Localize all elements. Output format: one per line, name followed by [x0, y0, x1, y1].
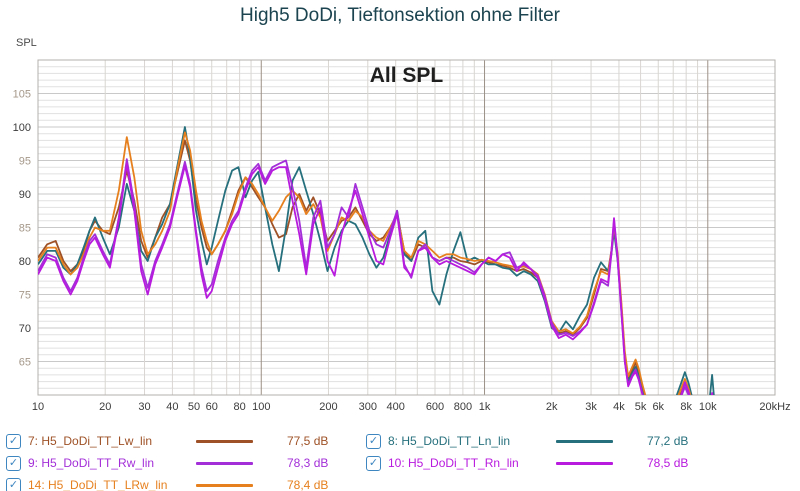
checkbox-check-icon: ✓ — [368, 434, 379, 447]
x-tick-label: 200 — [319, 401, 337, 413]
legend-label: 10: H5_DoDi_TT_Rn_lin — [388, 456, 519, 470]
y-tick-label: 95 — [19, 156, 31, 168]
y-tick-label: 100 — [13, 122, 31, 134]
legend-checkbox[interactable]: ✓ — [6, 455, 21, 471]
y-tick-label: 75 — [19, 290, 31, 302]
legend-avg-value: 77,2 dB — [647, 434, 689, 448]
checkbox-check-icon: ✓ — [8, 456, 19, 469]
legend-label: 9: H5_DoDi_TT_Rw_lin — [28, 456, 155, 470]
checkbox-check-icon: ✓ — [8, 434, 19, 447]
x-tick-label: 80 — [234, 401, 246, 413]
y-tick-label: 105 — [13, 89, 31, 101]
plot-border — [37, 59, 776, 396]
y-tick-label: 70 — [19, 323, 31, 335]
x-tick-label: 2k — [546, 401, 558, 413]
y-tick-label: 80 — [19, 256, 31, 268]
x-tick-label: 400 — [387, 401, 405, 413]
legend-label: 14: H5_DoDi_TT_LRw_lin — [28, 478, 168, 491]
legend-avg-value: 78,3 dB — [287, 456, 329, 470]
x-tick-label: 100 — [252, 401, 270, 413]
y-tick-label: 85 — [19, 223, 31, 235]
legend-left-column: ✓ 7: H5_DoDi_TT_Lw_lin 77,5 dB ✓ 9: H5_D… — [4, 428, 360, 491]
x-tick-label: 3k — [585, 401, 597, 413]
legend: ✓ 7: H5_DoDi_TT_Lw_lin 77,5 dB ✓ 9: H5_D… — [0, 428, 800, 491]
x-tick-label: 4k — [613, 401, 625, 413]
curve-9 — [38, 158, 690, 395]
legend-row-10[interactable]: ✓ 10: H5_DoDi_TT_Rn_lin 78,5 dB — [364, 453, 800, 473]
legend-checkbox[interactable]: ✓ — [366, 433, 381, 449]
x-tick-label: 600 — [426, 401, 444, 413]
y-axis-title: SPL — [16, 37, 37, 49]
x-tick-label: 800 — [454, 401, 472, 413]
x-tick-label: 5k — [635, 401, 647, 413]
x-tick-label: 20 — [99, 401, 111, 413]
checkbox-check-icon: ✓ — [368, 456, 379, 469]
legend-avg-value: 78,5 dB — [647, 456, 689, 470]
legend-line-swatch — [556, 440, 613, 443]
chart-annotation: All SPL — [370, 64, 444, 87]
x-tick-label: 60 — [206, 401, 218, 413]
legend-line-swatch — [196, 484, 253, 487]
x-tick-label: 1k — [479, 401, 491, 413]
checkbox-check-icon: ✓ — [8, 478, 19, 491]
chart-title: High5 DoDi, Tieftonsektion ohne Filter — [240, 5, 560, 26]
legend-right-column: ✓ 8: H5_DoDi_TT_Ln_lin 77,2 dB ✓ 10: H5_… — [364, 428, 800, 491]
x-tick-label: 40 — [166, 401, 178, 413]
legend-row-8[interactable]: ✓ 8: H5_DoDi_TT_Ln_lin 77,2 dB — [364, 431, 800, 451]
legend-avg-value: 78,4 dB — [287, 478, 329, 491]
x-tick-label: 8k — [680, 401, 692, 413]
curve-10 — [38, 162, 714, 395]
x-tick-label: 30 — [138, 401, 150, 413]
x-tick-label: 6k — [652, 401, 664, 413]
legend-row-7[interactable]: ✓ 7: H5_DoDi_TT_Lw_lin 77,5 dB — [4, 431, 360, 451]
legend-label: 8: H5_DoDi_TT_Ln_lin — [388, 434, 511, 448]
legend-checkbox[interactable]: ✓ — [366, 455, 381, 471]
x-tick-label: 10k — [699, 401, 717, 413]
y-tick-label: 65 — [19, 357, 31, 369]
x-tick-label: 50 — [188, 401, 200, 413]
legend-checkbox[interactable]: ✓ — [6, 433, 21, 449]
y-tick-label: 90 — [19, 189, 31, 201]
legend-line-swatch — [556, 462, 613, 465]
spl-plot[interactable]: 105 100 95 90 85 80 75 70 65 10 20 30 40 50 60 80 100 200… — [0, 0, 800, 424]
legend-row-14[interactable]: ✓ 14: H5_DoDi_TT_LRw_lin 78,4 dB — [4, 475, 360, 491]
legend-label: 7: H5_DoDi_TT_Lw_lin — [28, 434, 153, 448]
legend-row-9[interactable]: ✓ 9: H5_DoDi_TT_Rw_lin 78,3 dB — [4, 453, 360, 473]
x-tick-label: 20kHz — [759, 401, 790, 413]
legend-line-swatch — [196, 440, 253, 443]
legend-line-swatch — [196, 462, 253, 465]
x-tick-label: 300 — [359, 401, 377, 413]
legend-avg-value: 77,5 dB — [287, 434, 329, 448]
legend-checkbox[interactable]: ✓ — [6, 477, 21, 491]
curve-14 — [38, 131, 692, 395]
x-tick-label: 10 — [32, 401, 44, 413]
